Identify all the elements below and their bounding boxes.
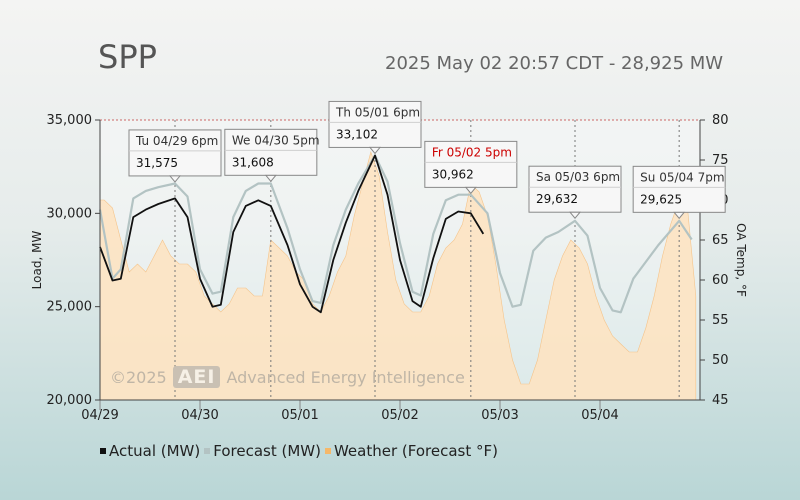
x-tick-label: 05/03 — [481, 408, 518, 423]
callout-2[interactable]: Th 05/01 6pm 33,102 — [328, 100, 422, 155]
callout-pointer — [568, 211, 582, 219]
callout-4[interactable]: Sa 05/03 6pm 29,632 — [528, 165, 622, 219]
y2-tick-label: 80 — [712, 113, 729, 128]
callout-label: Th 05/01 6pm — [335, 105, 420, 119]
legend-label-forecast: Forecast (MW) — [213, 442, 321, 460]
x-tick-label: 05/01 — [281, 408, 318, 423]
chart-title: SPP — [98, 38, 157, 76]
callout-box — [128, 129, 222, 177]
x-tick-label: 05/02 — [381, 408, 418, 423]
callout-label: Su 05/04 7pm — [640, 170, 724, 184]
callout-value: 33,102 — [336, 127, 378, 141]
callout-pointer — [368, 146, 382, 155]
callout-label: Fr 05/02 5pm — [432, 145, 512, 159]
forecast-line — [98, 154, 693, 314]
callout-value: 29,625 — [640, 192, 682, 206]
legend-label-weather: Weather (Forecast °F) — [333, 442, 498, 460]
y-tick-label: 25,000 — [47, 300, 93, 315]
callout-label: Tu 04/29 6pm — [135, 134, 218, 148]
x-tick-label: 04/30 — [181, 408, 218, 423]
callout-3[interactable]: Fr 05/02 5pm 30,962 — [424, 140, 518, 195]
callout-box — [328, 100, 422, 148]
legend-item-forecast[interactable]: Forecast (MW) — [204, 442, 321, 460]
x-tick-label: 05/04 — [581, 408, 618, 423]
x-tick-label: 04/29 — [81, 408, 118, 423]
watermark: ©2025 AEI Advanced Energy Intelligence — [110, 366, 465, 388]
callout-value: 30,962 — [432, 167, 474, 181]
callout-value: 31,575 — [136, 156, 178, 170]
weather-area — [99, 150, 697, 401]
legend-swatch-actual — [100, 448, 106, 454]
y-tick-label: 30,000 — [47, 206, 93, 221]
y2-tick-label: 50 — [712, 353, 729, 368]
chart-subtitle: 2025 May 02 20:57 CDT - 28,925 MW — [385, 53, 724, 74]
callout-label: We 04/30 5pm — [232, 133, 320, 147]
callout-pointer — [168, 175, 182, 183]
callout-pointer — [264, 174, 277, 183]
callout-0[interactable]: Tu 04/29 6pm 31,575 — [128, 129, 222, 183]
legend-item-weather[interactable]: Weather (Forecast °F) — [324, 442, 498, 460]
watermark-company: Advanced Energy Intelligence — [226, 367, 465, 387]
callout-1[interactable]: We 04/30 5pm 31,608 — [224, 128, 320, 183]
callout-value: 31,608 — [232, 155, 274, 169]
y-tick-label: 35,000 — [47, 113, 93, 128]
y-axis-title: Load, MW — [30, 231, 44, 290]
chart-legend: Actual (MW) Forecast (MW) Weather (Forec… — [100, 442, 498, 460]
legend-item-actual[interactable]: Actual (MW) — [100, 442, 200, 460]
actual-line — [99, 154, 485, 314]
callout-5[interactable]: Su 05/04 7pm 29,625 — [632, 165, 726, 220]
callout-value: 29,632 — [536, 192, 578, 206]
y2-tick-label: 55 — [712, 313, 729, 328]
watermark-logo: AEI — [172, 366, 221, 388]
y2-axis-title: OA Temp, °F — [734, 223, 748, 297]
legend-swatch-forecast — [204, 448, 211, 454]
legend-label-actual: Actual (MW) — [109, 442, 201, 460]
callout-label: Sa 05/03 6pm — [536, 170, 620, 184]
callout-box — [424, 140, 518, 188]
legend-swatch-weather — [324, 448, 331, 454]
y2-tick-label: 65 — [712, 233, 729, 248]
y2-tick-label: 45 — [712, 393, 729, 408]
callout-pointer — [464, 186, 477, 195]
y-tick-label: 20,000 — [47, 393, 93, 408]
callout-box — [632, 165, 726, 213]
y2-tick-label: 60 — [712, 273, 729, 288]
callout-pointer — [673, 211, 686, 220]
watermark-copyright: ©2025 — [110, 367, 167, 387]
y2-tick-label: 75 — [712, 153, 729, 168]
